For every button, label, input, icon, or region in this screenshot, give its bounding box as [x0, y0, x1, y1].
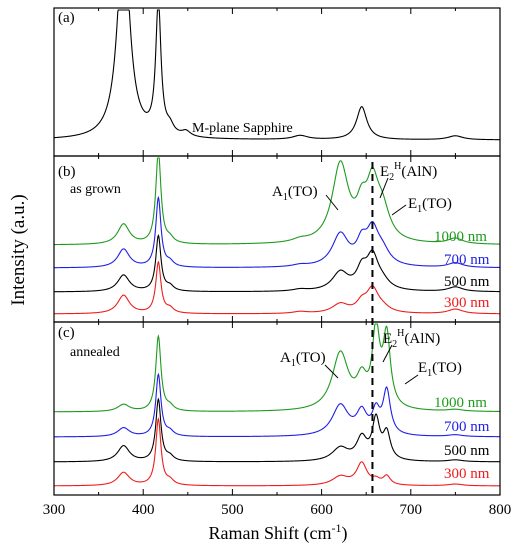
legend-b-500nm: 500 nm [444, 274, 490, 290]
series-line-panel1-300nm [54, 260, 501, 315]
annotation-e2h-aln-b: E2H(AlN) [380, 161, 437, 183]
panel-a-sample-label: M-plane Sapphire [192, 121, 293, 136]
x-tick-label: 300 [43, 502, 66, 518]
legend-c-500nm: 500 nm [444, 443, 490, 459]
series-line-panel1-700nm [54, 195, 500, 269]
annotation-e1-to-c: E1(TO) [418, 360, 462, 379]
series-line-panel1-1000nm [54, 157, 501, 246]
arrow-a1-to-b [325, 194, 339, 211]
x-tick-label: 400 [132, 502, 155, 518]
annotation-a1-to-c: A1(TO) [280, 350, 326, 369]
series-line-panel2-300nm [54, 417, 500, 487]
legend-c-700nm: 700 nm [444, 419, 490, 435]
panel-a-label: (a) [58, 10, 75, 26]
series-line-panel2-700nm [54, 372, 501, 438]
series-line-panel0-m-planesapphire [53, 9, 500, 141]
legend-c-300nm: 300 nm [444, 466, 490, 482]
arrow-e2h-c [382, 344, 393, 363]
legend-b-700nm: 700 nm [444, 252, 490, 268]
series-line-panel1-500nm [53, 233, 501, 293]
x-tick-label: 800 [489, 502, 512, 518]
series-line-panel2-500nm [53, 397, 500, 463]
arrow-e1-to-b [391, 204, 407, 216]
panel-b-label: (b) [58, 164, 76, 180]
panel-c-title: annealed [70, 345, 120, 360]
panel-c-label: (c) [58, 325, 75, 341]
legend-c-1000nm: 1000 nm [434, 395, 487, 411]
arrow-e2h-b [379, 177, 389, 199]
x-axis-title: Raman Shift (cm-1) [209, 521, 348, 544]
x-tick-label: 500 [221, 502, 244, 518]
legend-b-300nm: 300 nm [444, 295, 490, 311]
x-tick-label: 700 [400, 502, 423, 518]
panels-group [53, 9, 501, 487]
series-line-panel2-1000nm [54, 323, 501, 413]
annotation-a1-to-b: A1(TO) [272, 184, 318, 203]
axes-group: 300 400 500 600 700 800 [43, 7, 512, 518]
x-tick-label: 600 [310, 502, 333, 518]
arrow-e1-to-c [404, 374, 419, 385]
panel-b-title: as grown [70, 182, 121, 197]
arrow-a1-to-c [324, 364, 339, 379]
legend-b-1000nm: 1000 nm [434, 229, 487, 245]
y-axis-title: Intensity (a.u.) [8, 194, 29, 305]
annotation-e1-to-b: E1(TO) [408, 196, 452, 215]
